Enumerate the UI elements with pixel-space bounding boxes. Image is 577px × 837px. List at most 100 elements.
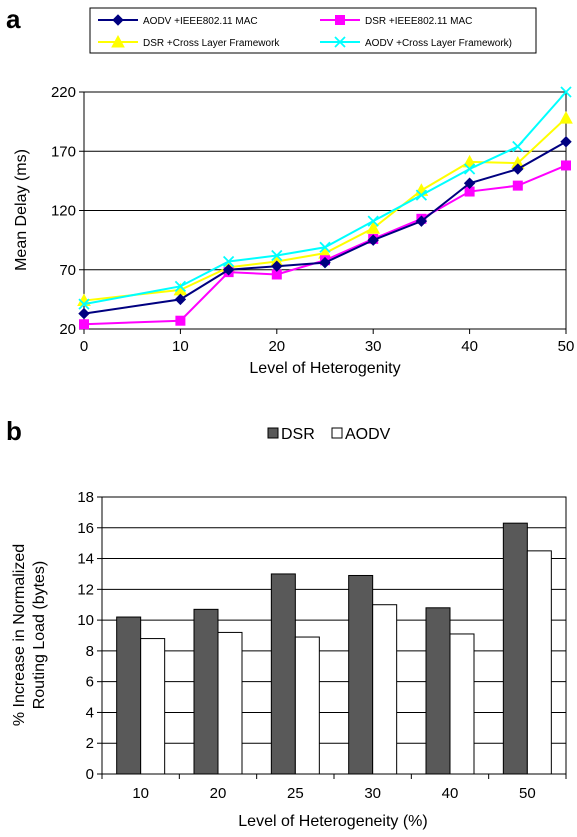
bar-dsr <box>425 607 451 775</box>
data-point-a-stroke-2 <box>367 215 379 227</box>
data-point-a <box>512 140 524 153</box>
plot-area-b <box>101 496 567 775</box>
data-point-a <box>366 221 381 234</box>
legend-a: AODV +IEEE802.11 MAC DSR +IEEE802.11 MAC D… <box>89 7 537 54</box>
x-tick-label-a: 50 <box>558 338 575 355</box>
legend-a-swatch-marker <box>334 36 346 48</box>
data-point-a-stroke-2 <box>560 86 572 98</box>
legend-a-entry: DSR +IEEE802.11 MAC <box>320 15 472 27</box>
data-point-a <box>174 280 187 292</box>
y-axis-title-b-line2: Routing Load (bytes) <box>31 561 48 710</box>
x-tick-label-a: 40 <box>461 338 478 355</box>
legend-a-label: AODV +Cross Layer Framework) <box>365 38 512 49</box>
data-point-a <box>560 86 572 98</box>
y-tick-label-b: 14 <box>77 551 94 568</box>
chart-b: Level of Heterogeneity (%) % Increase in… <box>11 489 567 830</box>
data-point-a-stroke-2 <box>78 298 90 310</box>
data-point-a-stroke-2 <box>512 140 524 153</box>
data-point-a <box>222 255 235 268</box>
x-tick-label-a: 20 <box>268 338 285 355</box>
legend-b-label: AODV <box>345 426 391 443</box>
data-point-a <box>319 256 331 269</box>
x-tick-label-b: 25 <box>287 785 304 802</box>
legend-b: DSR AODV <box>267 426 391 443</box>
bar-aodv <box>217 631 243 775</box>
data-point-a <box>174 293 187 306</box>
legend-a-entry: AODV +IEEE802.11 MAC <box>98 14 258 27</box>
y-tick-label-b: 0 <box>86 766 94 783</box>
data-point-a <box>512 163 524 175</box>
series-line-a <box>83 164 567 326</box>
legend-b-label: DSR <box>281 426 315 443</box>
data-point-a-stroke-2 <box>174 280 187 292</box>
legend-b-swatch <box>331 427 343 439</box>
y-tick-label-b: 18 <box>77 489 94 506</box>
y-axis-title-b-line1: % Increase in Normalized <box>11 544 28 726</box>
x-tick-label-b: 30 <box>364 785 381 802</box>
bar-aodv <box>140 638 166 775</box>
data-point-a-stroke-2 <box>415 189 428 201</box>
data-point-a-stroke-2 <box>271 249 283 262</box>
x-tick-label-b: 40 <box>442 785 459 802</box>
y-tick-label-b: 10 <box>77 612 94 629</box>
y-tick-label-b: 16 <box>77 520 94 537</box>
legend-a-swatch-marker-stroke-2 <box>334 36 346 48</box>
bar-dsr <box>193 608 219 775</box>
data-point-a <box>462 154 477 168</box>
data-point-a <box>271 249 283 262</box>
data-point-a <box>559 111 573 124</box>
x-tick-label-a: 0 <box>80 338 88 355</box>
legend-a-label: DSR +Cross Layer Framework <box>143 38 280 49</box>
x-tick-label-b: 10 <box>132 785 149 802</box>
bar-dsr <box>270 573 296 775</box>
data-point-a-stroke-2 <box>463 163 476 175</box>
legend-a-swatch-marker <box>335 15 345 25</box>
y-tick-label-b: 8 <box>86 643 94 660</box>
panel-label-a: a <box>6 4 21 34</box>
bar-dsr <box>348 574 374 775</box>
data-point-a-stroke-2 <box>222 255 235 268</box>
data-point-a <box>463 163 476 175</box>
data-point-a <box>415 189 428 201</box>
x-axis-title-b: Level of Heterogeneity (%) <box>238 813 427 830</box>
x-tick-label-a: 10 <box>172 338 189 355</box>
legend-a-entry: DSR +Cross Layer Framework <box>98 34 280 49</box>
chart-a: Level of Heterogenity Mean Delay (ms) 20… <box>13 84 574 377</box>
y-tick-label-a: 220 <box>51 84 76 101</box>
x-tick-label-b: 50 <box>519 785 536 802</box>
bar-dsr <box>116 616 142 775</box>
y-axis-title-a: Mean Delay (ms) <box>13 149 30 271</box>
series-line-a <box>83 117 567 302</box>
data-point-a <box>271 260 283 272</box>
legend-a-swatch-marker <box>111 34 125 48</box>
data-point-a <box>78 298 90 310</box>
data-point-a <box>512 180 523 191</box>
series-line-a <box>83 140 567 315</box>
series-a-3 <box>78 86 572 310</box>
data-point-a <box>463 177 476 189</box>
legend-b-entry: AODV <box>331 426 391 443</box>
bar-aodv <box>372 604 398 775</box>
data-point-a <box>78 307 90 320</box>
x-tick-label-b: 20 <box>210 785 227 802</box>
bar-dsr <box>502 522 528 775</box>
legend-a-swatch-marker <box>112 14 124 26</box>
bar-aodv <box>449 633 475 775</box>
legend-a-entry: AODV +Cross Layer Framework) <box>320 36 512 49</box>
legend-b-swatch <box>267 427 279 439</box>
x-axis-title-a: Level of Heterogenity <box>249 360 400 377</box>
x-tick-label-a: 30 <box>365 338 382 355</box>
data-point-a <box>319 241 331 253</box>
legend-a-frame <box>89 7 537 54</box>
y-tick-label-b: 4 <box>86 704 94 721</box>
data-point-a <box>79 319 89 330</box>
y-tick-label-a: 120 <box>51 203 76 220</box>
data-point-a-stroke-2 <box>319 241 331 253</box>
y-tick-label-b: 2 <box>86 735 94 752</box>
y-tick-label-b: 6 <box>86 674 94 691</box>
data-point-a <box>367 215 379 227</box>
data-point-a <box>222 264 235 276</box>
legend-a-label: AODV +IEEE802.11 MAC <box>143 16 258 27</box>
data-point-a <box>561 160 571 171</box>
series-line-a <box>83 91 567 306</box>
